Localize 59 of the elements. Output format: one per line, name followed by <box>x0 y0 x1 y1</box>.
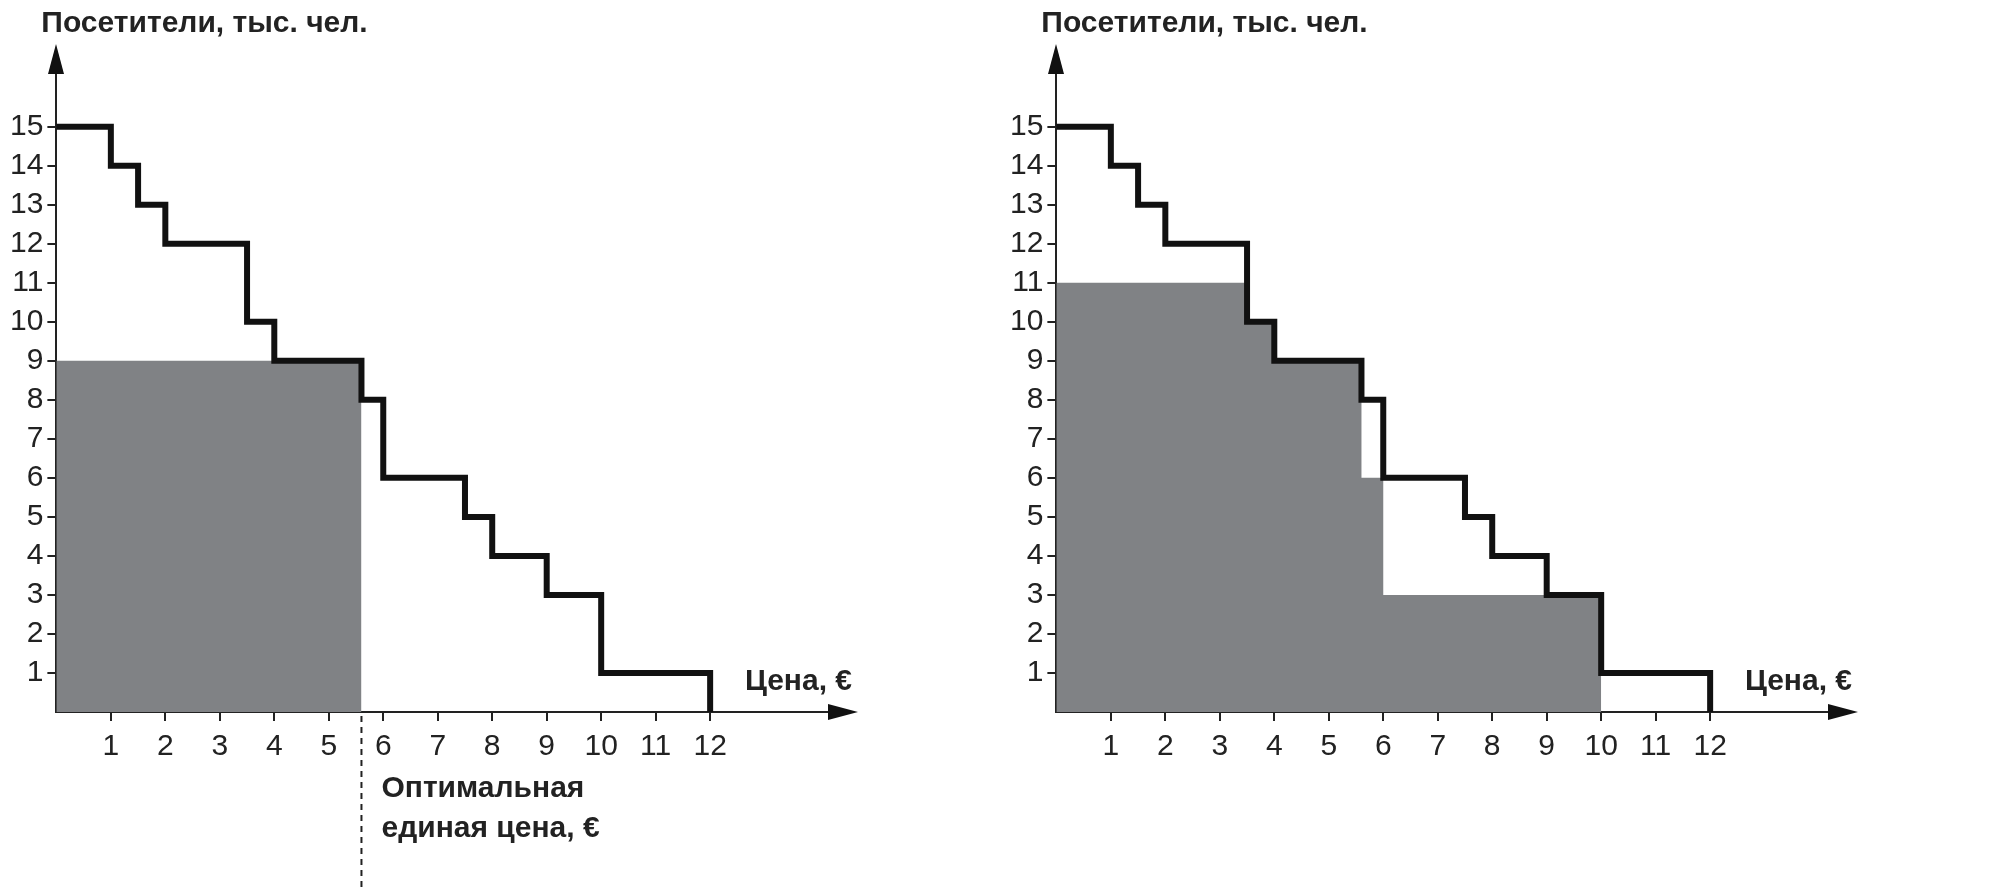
x-tick-label: 4 <box>1265 728 1283 762</box>
y-tick-label: 8 <box>26 381 44 415</box>
y-tick-label: 15 <box>1009 107 1044 141</box>
x-tick-label: 9 <box>538 728 556 762</box>
y-tick-label: 9 <box>1026 342 1044 376</box>
x-tick-label: 6 <box>1374 728 1392 762</box>
y-tick-label: 5 <box>1026 498 1044 532</box>
y-tick-label: 1 <box>1026 654 1044 688</box>
y-tick-label: 14 <box>9 146 44 180</box>
x-tick-label: 2 <box>1156 728 1174 762</box>
x-tick-label: 7 <box>429 728 447 762</box>
x-axis-title: Цена, € <box>744 663 853 696</box>
x-tick-label: 12 <box>1693 728 1727 762</box>
y-tick-label: 2 <box>26 615 44 649</box>
ref-line-label: Оптимальная единая цена, € <box>381 770 600 843</box>
y-tick-label: 4 <box>26 537 44 571</box>
y-axis-title: Посетители, тыс. чел. <box>41 5 368 38</box>
x-tick-label: 5 <box>1320 728 1338 762</box>
y-tick-label: 13 <box>1009 185 1044 219</box>
x-tick-label: 8 <box>1483 728 1501 762</box>
x-tick-label: 6 <box>374 728 392 762</box>
x-tick-label: 2 <box>156 728 174 762</box>
y-tick-label: 14 <box>1009 146 1044 180</box>
y-tick-label: 2 <box>1026 615 1044 649</box>
y-tick-label: 6 <box>26 459 44 493</box>
x-tick-label: 12 <box>693 728 727 762</box>
y-tick-label: 5 <box>26 498 44 532</box>
x-tick-label: 11 <box>640 728 672 762</box>
x-tick-label: 9 <box>1538 728 1556 762</box>
y-tick-label: 3 <box>26 576 44 610</box>
y-tick-label: 1 <box>26 654 44 688</box>
x-tick-label: 7 <box>1429 728 1447 762</box>
x-tick-label: 1 <box>102 728 120 762</box>
x-tick-label: 1 <box>1102 728 1120 762</box>
x-tick-label: 8 <box>483 728 501 762</box>
y-tick-label: 7 <box>1026 420 1044 454</box>
y-tick-label: 11 <box>1012 264 1044 297</box>
x-axis-title: Цена, € <box>1744 663 1853 696</box>
y-tick-label: 15 <box>9 107 44 141</box>
y-tick-label: 3 <box>1026 576 1044 610</box>
y-tick-label: 10 <box>9 303 44 337</box>
x-tick-label: 11 <box>1640 728 1672 762</box>
x-tick-label: 10 <box>584 728 618 762</box>
y-tick-label: 8 <box>1026 381 1044 415</box>
x-tick-label: 4 <box>265 728 283 762</box>
x-tick-label: 3 <box>1211 728 1229 762</box>
y-tick-label: 13 <box>9 185 44 219</box>
y-tick-label: 6 <box>1026 459 1044 493</box>
y-tick-label: 7 <box>26 420 44 454</box>
x-tick-label: 3 <box>211 728 229 762</box>
y-tick-label: 12 <box>9 224 44 258</box>
y-tick-label: 4 <box>1026 537 1044 571</box>
y-axis-title: Посетители, тыс. чел. <box>1041 5 1368 38</box>
y-tick-label: 9 <box>26 342 44 376</box>
y-tick-label: 10 <box>1009 303 1044 337</box>
y-tick-label: 11 <box>12 264 44 297</box>
x-tick-label: 5 <box>320 728 338 762</box>
y-tick-label: 12 <box>1009 224 1044 258</box>
x-tick-label: 10 <box>1584 728 1618 762</box>
